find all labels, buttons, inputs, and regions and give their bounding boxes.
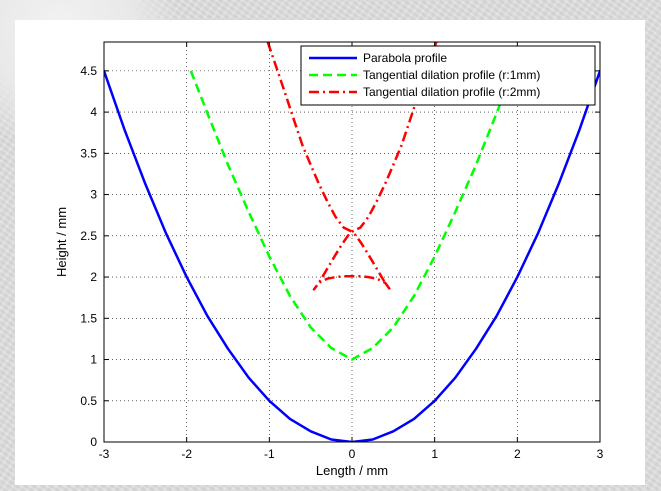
- line-chart: -3 -2 -1 0 1 2 3 0 0.5 1 1.5 2 2.5 3 3.5 4 4.5 Length / …: [54, 41, 604, 478]
- x-tick-label: 1: [431, 447, 438, 461]
- x-tick-label: -3: [99, 447, 110, 461]
- y-tick-label: 2.5: [80, 229, 97, 243]
- y-tick-label: 2: [90, 270, 97, 284]
- series-line-3: [266, 42, 438, 291]
- y-tick-label: 3.5: [80, 146, 97, 160]
- axis-ticks: -3 -2 -1 0 1 2 3 0 0.5 1 1.5 2 2.5 3 3.5 4 4.5: [80, 42, 604, 461]
- y-tick-label: 0: [90, 435, 97, 449]
- x-tick-label: 0: [349, 447, 356, 461]
- x-axis-label: Length / mm: [316, 463, 388, 478]
- series-lines: [104, 42, 600, 442]
- figure-canvas: -3 -2 -1 0 1 2 3 0 0.5 1 1.5 2 2.5 3 3.5 4 4.5 Length / …: [15, 20, 645, 485]
- x-tick-label: -1: [264, 447, 275, 461]
- series-line-1: [104, 69, 600, 442]
- y-axis-label: Height / mm: [54, 207, 69, 277]
- y-tick-label: 1: [90, 353, 97, 367]
- y-tick-label: 3: [90, 188, 97, 202]
- legend-label-1: Parabola profile: [363, 51, 447, 65]
- series-line-2: [189, 70, 515, 361]
- y-tick-label: 4.5: [80, 64, 97, 78]
- x-tick-label: -2: [181, 447, 192, 461]
- legend-label-2: Tangential dilation profile (r:1mm): [363, 68, 540, 82]
- x-tick-label: 3: [597, 447, 604, 461]
- y-tick-label: 0.5: [80, 394, 97, 408]
- y-tick-label: 4: [90, 105, 97, 119]
- legend: Parabola profile Tangential dilation prof…: [300, 45, 596, 106]
- x-tick-label: 2: [514, 447, 521, 461]
- legend-box: [300, 45, 596, 106]
- y-tick-label: 1.5: [80, 311, 97, 325]
- legend-label-3: Tangential dilation profile (r:2mm): [363, 85, 540, 99]
